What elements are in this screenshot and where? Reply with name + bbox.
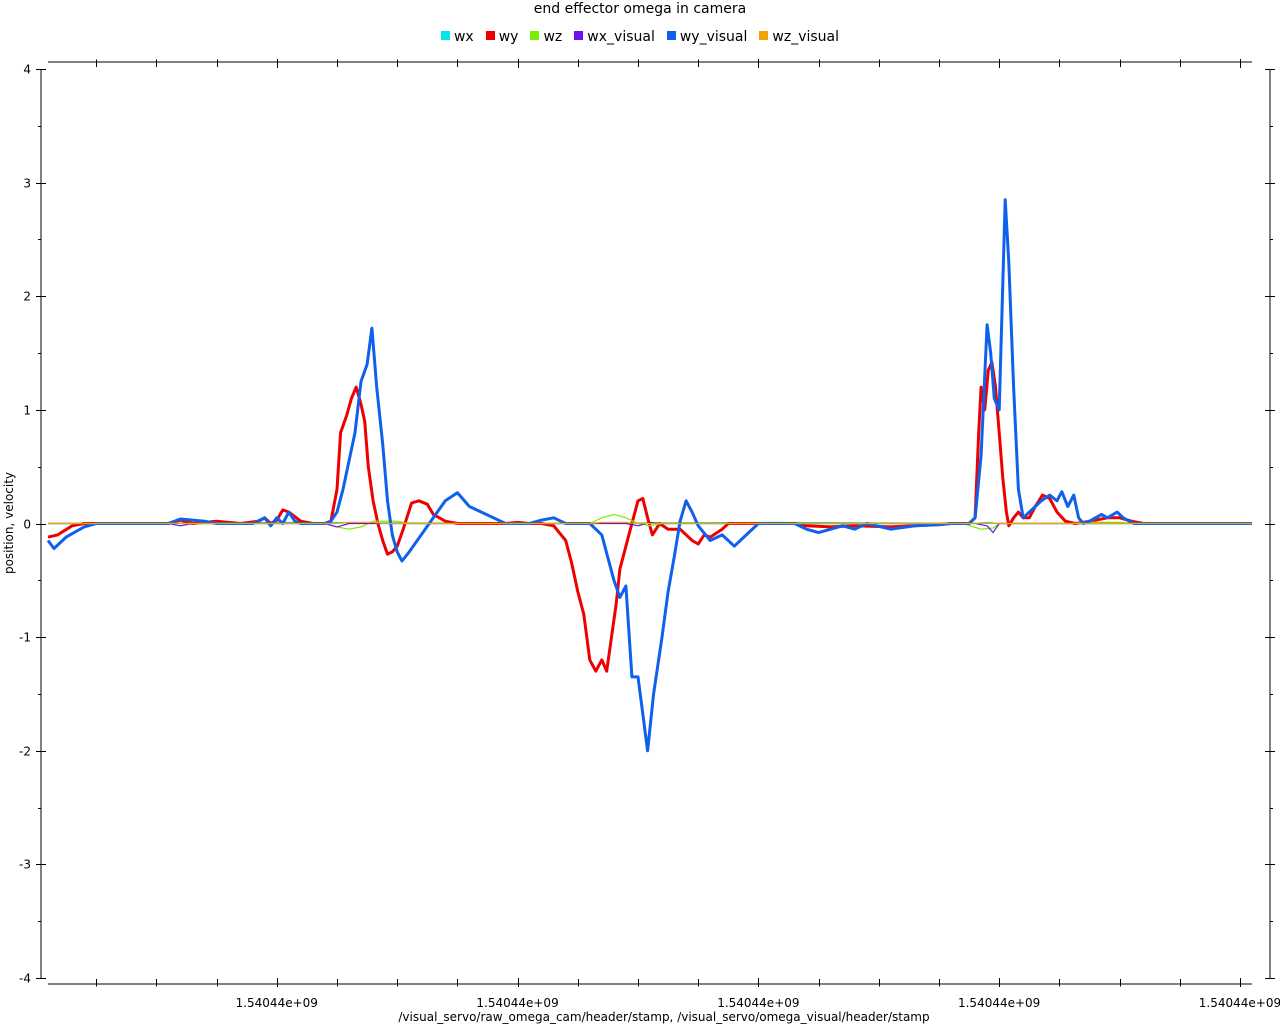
y-tick-label: -2 xyxy=(19,745,31,759)
y-tick-label: 1 xyxy=(23,404,31,418)
y-tick-label: -1 xyxy=(19,631,31,645)
x-axis-label: /visual_servo/raw_omega_cam/header/stamp… xyxy=(398,1010,929,1024)
legend-entry-wx_visual: wx_visual xyxy=(574,29,655,45)
y-tick-label: 4 xyxy=(23,63,31,77)
y-tick-label: 3 xyxy=(23,177,31,191)
legend-label: wx_visual xyxy=(587,29,655,45)
x-tick-label: 1.54044e+09 xyxy=(958,996,1040,1010)
y-tick-label: -3 xyxy=(19,858,31,872)
y-tick-label: -4 xyxy=(19,972,31,986)
y-tick-label: 2 xyxy=(23,290,31,304)
series-lines xyxy=(46,198,1252,753)
x-tick-label: 1.54044e+09 xyxy=(1199,996,1280,1010)
axis-labels: -4 -3 -2 -1 0 1 2 3 4 1.54044e+09 1.54044e+09 1.540… xyxy=(2,63,1280,1024)
chart-title: end effector omega in camera xyxy=(533,1,747,17)
legend-entry-wx: wx xyxy=(440,29,474,45)
series-line-wx_visual xyxy=(48,521,1252,534)
legend-swatch xyxy=(530,31,540,40)
legend-label: wz xyxy=(543,29,563,45)
legend-swatch xyxy=(485,31,495,40)
legend-label: wx xyxy=(453,29,474,45)
chart-legend: wx wy wz wx_visual wy_visual wz_visual xyxy=(0,29,1280,45)
legend-label: wy_visual xyxy=(679,29,748,45)
axes xyxy=(36,59,1275,987)
x-tick-label: 1.54044e+09 xyxy=(236,996,318,1010)
y-axis-label: position, velocity xyxy=(2,472,16,574)
legend-entry-wy: wy xyxy=(485,29,519,45)
legend-entry-wz: wz xyxy=(530,29,562,45)
legend-swatch xyxy=(574,31,584,40)
legend-swatch xyxy=(666,31,676,40)
series-line-wy xyxy=(47,360,1252,673)
series-line-wy_visual xyxy=(46,198,1252,753)
legend-entry-wz_visual: wz_visual xyxy=(759,29,839,45)
x-tick-label: 1.54044e+09 xyxy=(717,996,799,1010)
y-tick-label: 0 xyxy=(23,518,31,532)
legend-label: wz_visual xyxy=(772,29,839,45)
legend-label: wy xyxy=(498,29,519,45)
legend-entry-wy_visual: wy_visual xyxy=(666,29,748,45)
legend-swatch xyxy=(440,31,450,40)
legend-swatch xyxy=(759,31,769,40)
series-line-wz_visual xyxy=(48,521,1252,525)
x-tick-label: 1.54044e+09 xyxy=(476,996,558,1010)
